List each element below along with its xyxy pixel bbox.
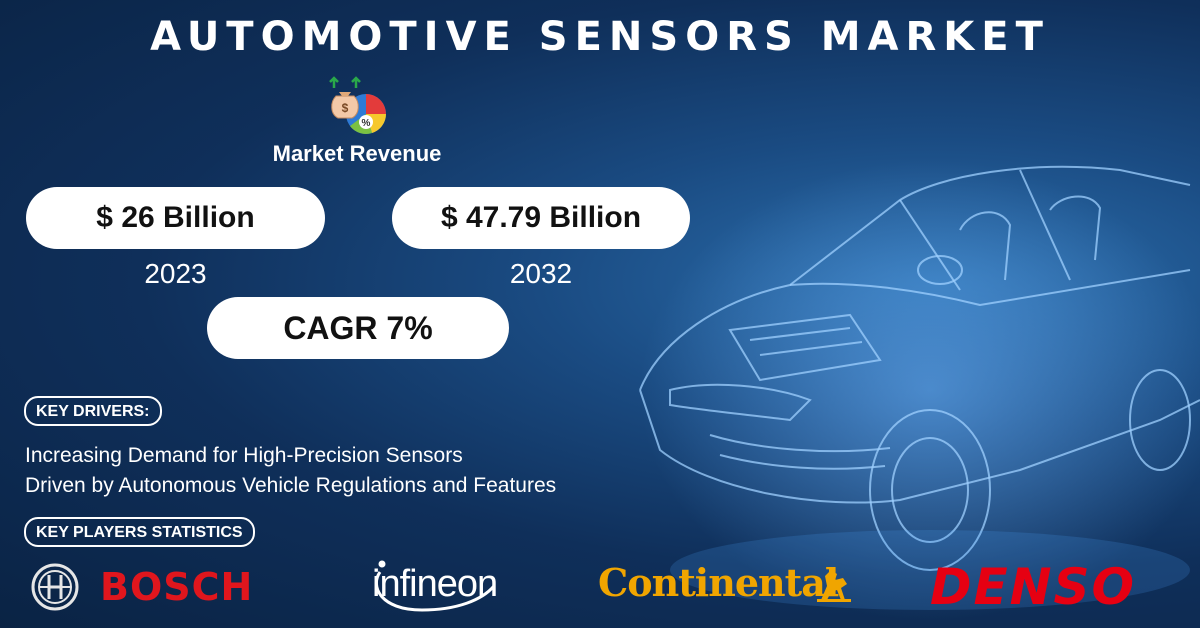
page-title: AUTOMOTIVE SENSORS MARKET [150, 14, 1050, 60]
svg-text:%: % [362, 118, 371, 129]
year-2032-label: 2032 [509, 258, 573, 289]
continental-logo: Continental [598, 560, 839, 605]
year-2023-label: 2023 [144, 258, 207, 289]
svg-text:$: $ [342, 101, 349, 115]
infineon-logo: infineon [372, 563, 498, 605]
driver-line: Driven by Autonomous Vehicle Regulations… [25, 474, 557, 497]
denso-logo: DENSO [930, 558, 1137, 616]
bosch-logo: BOSCH [100, 565, 254, 609]
revenue-2023-value: $ 26 Billion [26, 187, 325, 249]
revenue-2032-value: $ 47.79 Billion [392, 187, 690, 249]
key-players-heading: KEY PLAYERS STATISTICS [24, 517, 255, 547]
cagr-value: CAGR 7% [207, 297, 509, 359]
driver-line: Increasing Demand for High-Precision Sen… [25, 444, 463, 467]
key-drivers-heading: KEY DRIVERS: [24, 396, 162, 426]
continental-horse-icon [817, 570, 851, 602]
bosch-armature-icon [31, 563, 79, 611]
market-revenue-label: Market Revenue [272, 141, 442, 166]
car-wireframe-illustration [639, 160, 1200, 620]
infineon-swoosh-icon [374, 560, 496, 612]
money-pie-chart-icon: % $ [329, 76, 386, 134]
